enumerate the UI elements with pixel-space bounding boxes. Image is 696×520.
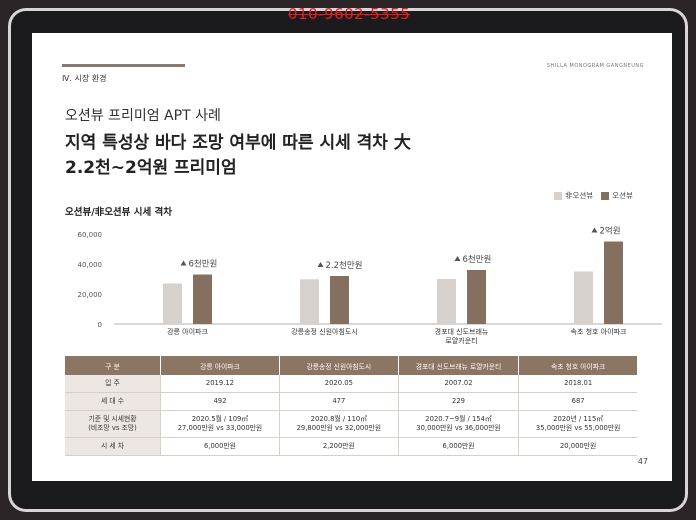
- legend-label-non-ocean: 非오션뷰: [565, 190, 593, 201]
- page-number: 47: [638, 457, 648, 466]
- increase-arrow-icon: [318, 262, 324, 267]
- difference-label: 2억원: [600, 226, 621, 237]
- category-label: 경포대 신도브래뉴: [435, 327, 489, 336]
- table-cell: 2019.12: [161, 375, 280, 393]
- headline-line-2: 2.2천~2억원 프리미엄: [65, 156, 411, 181]
- section-label: Ⅳ. 시장 환경: [62, 73, 106, 84]
- row-header-cell: 기준 및 시세현황 (비조망 vs 조망): [65, 411, 161, 438]
- page-headline: 지역 특성상 바다 조망 여부에 따른 시세 격차 大 2.2천~2억원 프리미…: [65, 131, 411, 181]
- table-row: 기준 및 시세현황 (비조망 vs 조망) 2020.5월 / 109㎡ 27,000…: [65, 411, 637, 438]
- table-cell: 492: [161, 393, 280, 411]
- difference-label: 6천만원: [189, 259, 218, 270]
- chart-title: 오션뷰/非오션뷰 시세 격차: [65, 204, 172, 218]
- table-header-cell: 경포대 신도브래뉴 로얄카운티: [398, 356, 518, 375]
- brand-label: SHILLA MONOGRAM GANGNEUNG: [547, 63, 644, 69]
- row-header-cell: 세 대 수: [65, 393, 161, 411]
- presentation-page: Ⅳ. 시장 환경 SHILLA MONOGRAM GANGNEUNG 오션뷰 프…: [32, 33, 672, 481]
- increase-arrow-icon: [181, 261, 187, 266]
- headline-line-1: 지역 특성상 바다 조망 여부에 따른 시세 격차 大: [65, 131, 411, 156]
- y-tick-label: 40,000: [78, 261, 103, 269]
- table-cell: 2,200만원: [279, 438, 398, 456]
- y-tick-label: 60,000: [78, 231, 103, 239]
- y-tick-label: 0: [98, 321, 102, 329]
- bar-ocean: [330, 276, 349, 324]
- table-cell: 20,000만원: [519, 438, 637, 456]
- table-cell: 2020.8월 / 110㎡ 29,800만원 vs 32,000만원: [279, 411, 398, 438]
- legend-item-ocean: 오션뷰: [601, 190, 633, 201]
- bar-non-ocean: [300, 279, 319, 324]
- y-tick-label: 20,000: [78, 291, 103, 299]
- difference-label: 2.2천만원: [326, 260, 363, 271]
- table-row: 시 세 차 6,000만원 2,200만원 6,000만원 20,000만원: [65, 438, 637, 456]
- bar-ocean: [193, 275, 212, 325]
- table-header-cell: 강릉 아이파크: [161, 356, 280, 375]
- table-row: 세 대 수 492 477 229 687: [65, 393, 637, 411]
- table-cell: 687: [519, 393, 637, 411]
- legend-label-ocean: 오션뷰: [612, 190, 633, 201]
- table-header-cell: 속초 청호 아이파크: [519, 356, 637, 375]
- table-header-cell: 강릉송정 신원아침도시: [279, 356, 398, 375]
- page-subtitle: 오션뷰 프리미엄 APT 사례: [65, 105, 221, 125]
- increase-arrow-icon: [455, 256, 461, 261]
- bar-ocean: [604, 242, 623, 325]
- bar-non-ocean: [574, 272, 593, 325]
- table-cell: 2020.05: [279, 375, 398, 393]
- table-body: 입 주 2019.12 2020.05 2007.02 2018.01 세 대 수 492 4…: [65, 375, 637, 456]
- comparison-table: 구 분 강릉 아이파크 강릉송정 신원아침도시 경포대 신도브래뉴 로얄카운티 속초 청…: [65, 356, 637, 456]
- chart-legend: 非오션뷰 오션뷰: [554, 190, 633, 201]
- table-cell: 2020년 / 115㎡ 35,000만원 vs 55,000만원: [519, 411, 637, 438]
- table-cell: 6,000만원: [398, 438, 518, 456]
- bar-ocean: [467, 270, 486, 324]
- table-cell: 2018.01: [519, 375, 637, 393]
- table-cell: 477: [279, 393, 398, 411]
- legend-swatch-non-ocean: [554, 192, 562, 200]
- table-cell: 229: [398, 393, 518, 411]
- increase-arrow-icon: [592, 228, 598, 233]
- table-cell: 2007.02: [398, 375, 518, 393]
- bar-non-ocean: [163, 284, 182, 325]
- table-cell: 2020.5월 / 109㎡ 27,000만원 vs 33,000만원: [161, 411, 280, 438]
- bar-non-ocean: [437, 279, 456, 324]
- category-label: 강릉 아이파크: [167, 327, 208, 336]
- category-label: 속초 청호 아이파크: [571, 327, 628, 336]
- table-cell: 2020.7~9월 / 154㎡ 30,000만원 vs 36,000만원: [398, 411, 518, 438]
- row-header-cell: 시 세 차: [65, 438, 161, 456]
- row-header-cell: 입 주: [65, 375, 161, 393]
- table-header-row: 구 분 강릉 아이파크 강릉송정 신원아침도시 경포대 신도브래뉴 로얄카운티 속초 청…: [65, 356, 637, 375]
- difference-label: 6천만원: [463, 254, 492, 265]
- table-header-cell: 구 분: [65, 356, 161, 375]
- legend-item-non-ocean: 非오션뷰: [554, 190, 593, 201]
- category-label: 강릉송정 신원아침도시: [291, 327, 358, 336]
- table-row: 입 주 2019.12 2020.05 2007.02 2018.01: [65, 375, 637, 393]
- category-label: 로얄카운티: [445, 336, 477, 345]
- table-cell: 6,000만원: [161, 438, 280, 456]
- header-rule: [62, 64, 185, 67]
- phone-number-overlay: 010-9602-5355: [288, 5, 410, 23]
- legend-swatch-ocean: [601, 192, 609, 200]
